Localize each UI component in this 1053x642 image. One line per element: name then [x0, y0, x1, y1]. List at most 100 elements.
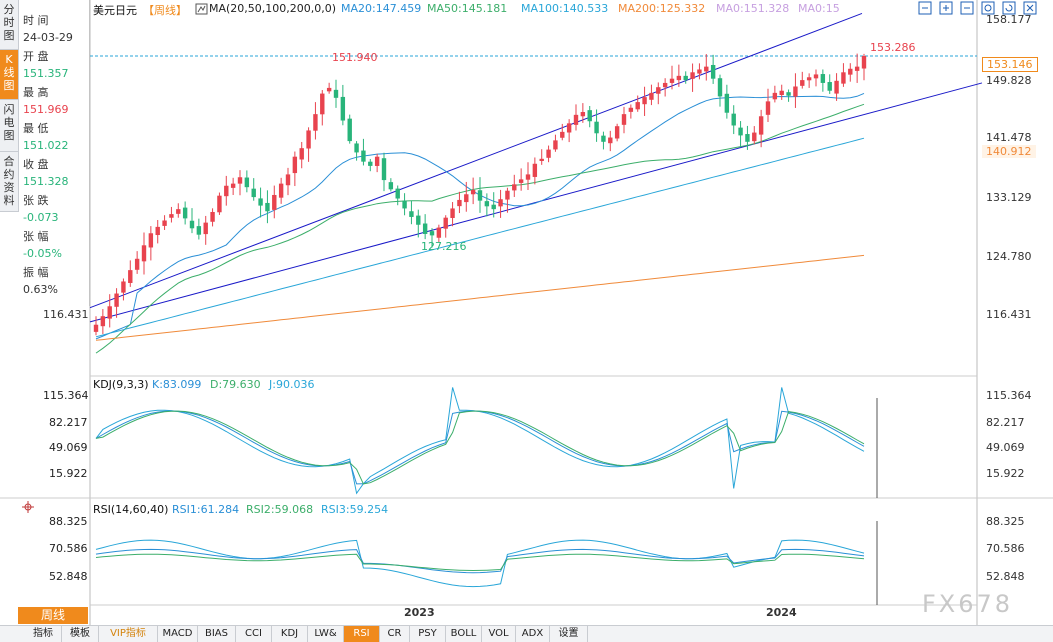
candle-body — [436, 227, 442, 238]
toolbar-macd[interactable]: MACD — [158, 626, 198, 642]
candle-body — [292, 156, 298, 174]
kdj-lines — [95, 387, 878, 498]
toolbar-rsi[interactable]: RSI — [344, 626, 380, 642]
candle-body — [518, 179, 524, 183]
rsi2-line — [95, 548, 865, 574]
candlesticks — [93, 53, 867, 336]
candle-body — [697, 69, 702, 74]
candle-body — [244, 177, 250, 188]
ma-value-label: 140.912 — [982, 145, 1036, 158]
period-tag[interactable]: 【周线】 — [143, 4, 187, 17]
tab-flash[interactable]: 闪 电 图 — [0, 100, 18, 152]
candle-body — [724, 93, 730, 113]
ma100-line — [95, 137, 865, 338]
candle-body — [656, 87, 661, 94]
moving-average-lines — [95, 92, 865, 354]
refresh-icon[interactable] — [1002, 1, 1016, 15]
candle-body — [662, 82, 668, 88]
toolbar-vip[interactable]: VIP指标 — [99, 626, 158, 642]
zoom-in-icon[interactable] — [939, 1, 953, 15]
candle-body — [422, 223, 428, 234]
candle-body — [745, 134, 750, 142]
toolbar-indicator[interactable]: 指标 — [25, 626, 62, 642]
candle-body — [416, 215, 421, 225]
ma100-value: MA100:140.533 — [521, 2, 609, 15]
high-value: 151.969 — [23, 103, 69, 116]
settings-icon[interactable] — [981, 1, 995, 15]
candle-body — [525, 174, 531, 180]
candle-body — [285, 174, 291, 186]
toolbar-template[interactable]: 模板 — [62, 626, 99, 642]
tab-contract-info[interactable]: 合 约 资 料 — [0, 152, 18, 212]
time-label: 时 间 — [23, 14, 49, 27]
x-label-2024: 2024 — [766, 606, 797, 619]
toolbar-lw[interactable]: LW& — [308, 626, 344, 642]
expand-icon[interactable] — [1023, 1, 1037, 15]
y-tick-2: 149.828 — [986, 74, 1032, 87]
candle-body — [340, 96, 346, 121]
candle-body — [628, 107, 634, 112]
kdj-left-tick-3: 49.069 — [49, 441, 88, 454]
candle-body — [128, 270, 133, 283]
open-label: 开 盘 — [23, 50, 49, 63]
toolbar-bias-label: BIAS — [205, 628, 228, 639]
tab-timeshare[interactable]: 分 时 图 — [0, 0, 18, 50]
change-value: -0.073 — [23, 211, 59, 224]
low-value: 151.022 — [23, 139, 69, 152]
toolbar-vol-label: VOL — [488, 628, 509, 639]
candle-body — [169, 214, 174, 218]
candle-body — [176, 209, 181, 214]
candle-body — [587, 110, 592, 122]
symbol-name: 美元日元 — [93, 4, 137, 17]
toolbar-adx-label: ADX — [521, 628, 544, 639]
candle-body — [251, 188, 256, 198]
candle-body — [203, 222, 208, 235]
period-button[interactable]: 周线 — [18, 607, 88, 624]
rsi-title[interactable]: RSI(14,60,40) — [93, 503, 169, 516]
candle-body — [306, 130, 311, 149]
candle-body — [806, 77, 812, 81]
watermark: FX678 — [922, 590, 1014, 618]
candle-body — [381, 158, 387, 181]
candle-body — [594, 121, 599, 134]
kdj-k-value: K:83.099 — [152, 378, 202, 391]
ma20-value: MA20:147.459 — [341, 2, 422, 15]
candle-body — [608, 137, 613, 144]
toolbar-adx[interactable]: ADX — [516, 626, 550, 642]
candle-body — [278, 183, 284, 198]
toolbar-boll-label: BOLL — [450, 628, 477, 639]
candle-body — [505, 190, 510, 200]
candle-body — [320, 93, 325, 115]
tab-kline[interactable]: K 线 图 — [0, 50, 18, 100]
toolbar-psy[interactable]: PSY — [410, 626, 446, 642]
candle-body — [134, 258, 140, 270]
ma-params[interactable]: MA(20,50,100,200,0,0) — [209, 2, 337, 15]
toolbar-settings[interactable]: 设置 — [550, 626, 588, 642]
toolbar-cr[interactable]: CR — [380, 626, 410, 642]
y-tick-6: 116.431 — [986, 308, 1032, 321]
chart-frame — [0, 0, 1053, 625]
candle-body — [141, 245, 147, 262]
ma50-value: MA50:145.181 — [427, 2, 508, 15]
zoom-out-icon[interactable] — [960, 1, 974, 15]
window-controls — [918, 1, 1037, 15]
candle-body — [765, 101, 771, 115]
side-tab-bar: 分 时 图 K 线 图 闪 电 图 合 约 资 料 — [0, 0, 19, 212]
toolbar-cci[interactable]: CCI — [236, 626, 272, 642]
toolbar-vol[interactable]: VOL — [482, 626, 516, 642]
tab-contract-info-label: 合 约 资 料 — [3, 155, 15, 207]
candle-body — [553, 140, 558, 150]
toolbar-kdj[interactable]: KDJ — [272, 626, 308, 642]
toolbar-bias[interactable]: BIAS — [198, 626, 236, 642]
candle-body — [710, 64, 716, 79]
candle-body — [374, 156, 380, 166]
candle-body — [477, 190, 483, 201]
toolbar-boll[interactable]: BOLL — [446, 626, 482, 642]
candle-body — [470, 190, 476, 195]
candle-body — [224, 185, 229, 197]
kdj-tick-2: 82.217 — [986, 416, 1025, 429]
kdj-title[interactable]: KDJ(9,3,3) — [93, 378, 149, 391]
candle-body — [354, 143, 359, 153]
fullscreen-icon[interactable] — [918, 1, 932, 15]
